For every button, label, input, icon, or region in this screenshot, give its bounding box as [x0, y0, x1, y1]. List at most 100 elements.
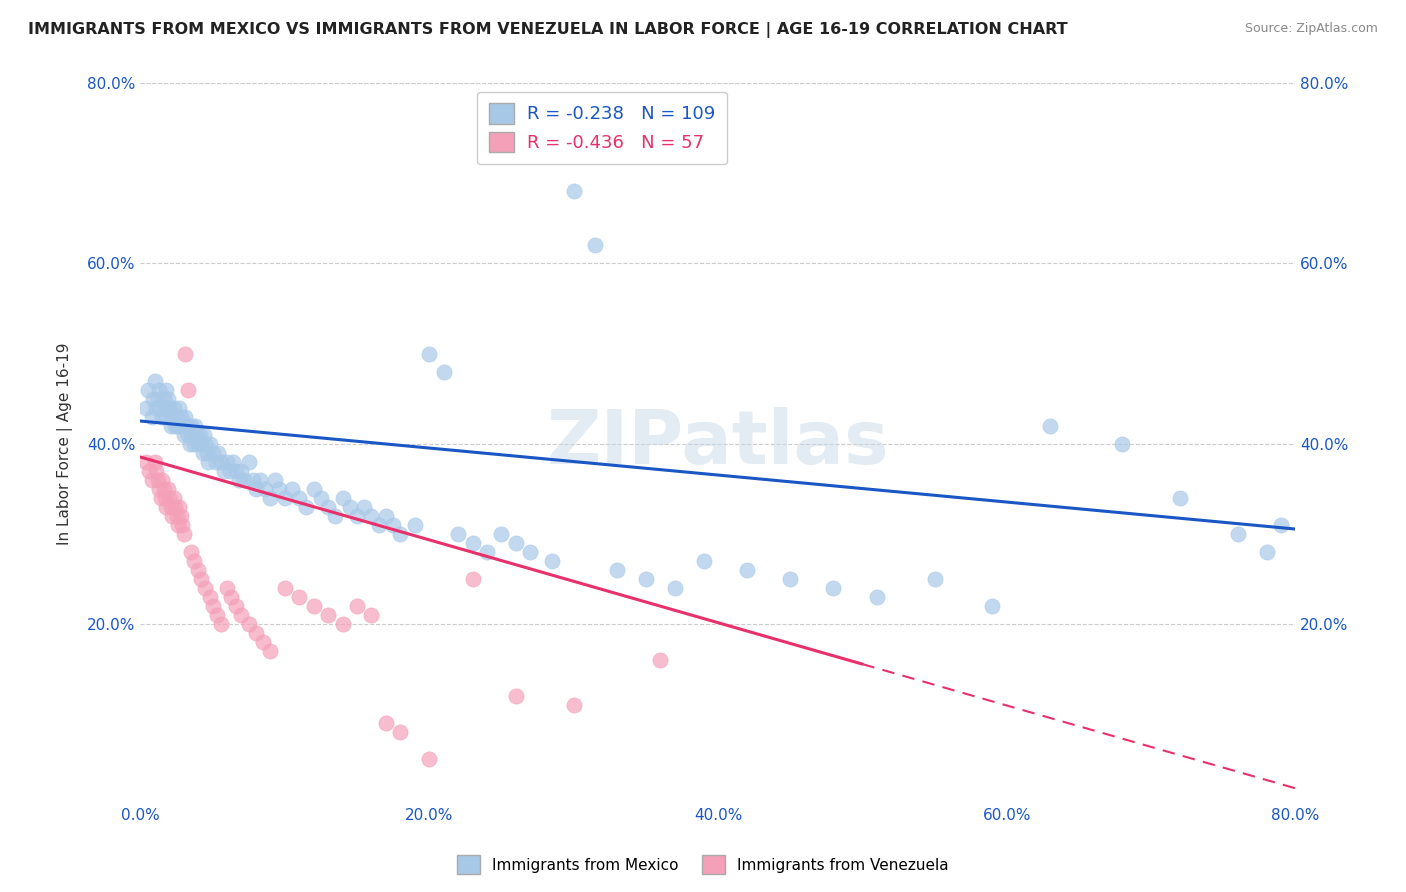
Point [374, 715, 396, 730]
Point [159, 500, 181, 514]
Point [231, 607, 253, 622]
Point [186, 427, 208, 442]
Point [184, 418, 207, 433]
Point [160, 508, 183, 523]
Point [281, 482, 304, 496]
Point [166, 409, 188, 424]
Point [141, 409, 163, 424]
Point [181, 427, 204, 442]
Point [228, 473, 250, 487]
Point [1168, 491, 1191, 505]
Point [198, 590, 221, 604]
Point [145, 401, 167, 415]
Point [981, 599, 1004, 613]
Point [174, 409, 197, 424]
Point [664, 581, 686, 595]
Point [360, 607, 382, 622]
Point [215, 581, 238, 595]
Text: IMMIGRANTS FROM MEXICO VS IMMIGRANTS FROM VENEZUELA IN LABOR FORCE | AGE 16-19 C: IMMIGRANTS FROM MEXICO VS IMMIGRANTS FRO… [28, 22, 1067, 38]
Point [152, 392, 174, 406]
Point [153, 401, 176, 415]
Point [201, 445, 224, 459]
Point [692, 553, 714, 567]
Point [150, 409, 173, 424]
Point [187, 436, 209, 450]
Point [152, 482, 174, 496]
Point [201, 599, 224, 613]
Point [155, 500, 177, 514]
Point [238, 454, 260, 468]
Point [779, 572, 801, 586]
Point [295, 500, 318, 514]
Point [360, 508, 382, 523]
Point [170, 508, 193, 523]
Point [259, 643, 281, 657]
Point [148, 383, 170, 397]
Point [197, 454, 219, 468]
Point [249, 473, 271, 487]
Point [157, 401, 180, 415]
Point [404, 517, 426, 532]
Point [148, 401, 170, 415]
Point [353, 500, 375, 514]
Point [193, 427, 215, 442]
Point [146, 392, 169, 406]
Point [339, 500, 361, 514]
Point [221, 590, 243, 604]
Point [180, 418, 202, 433]
Point [159, 418, 181, 433]
Point [135, 401, 157, 415]
Point [252, 634, 274, 648]
Point [233, 473, 256, 487]
Point [183, 436, 205, 450]
Point [172, 517, 194, 532]
Point [562, 185, 585, 199]
Point [562, 698, 585, 712]
Point [332, 616, 354, 631]
Point [461, 535, 484, 549]
Point [823, 581, 845, 595]
Point [263, 473, 285, 487]
Point [209, 454, 232, 468]
Point [166, 508, 188, 523]
Point [173, 427, 195, 442]
Point [332, 491, 354, 505]
Point [205, 607, 228, 622]
Point [145, 464, 167, 478]
Point [143, 454, 166, 468]
Point [167, 418, 190, 433]
Point [238, 616, 260, 631]
Point [225, 464, 247, 478]
Point [209, 616, 232, 631]
Point [316, 500, 339, 514]
Point [309, 491, 332, 505]
Point [149, 491, 172, 505]
Point [169, 500, 191, 514]
Point [924, 572, 946, 586]
Point [143, 374, 166, 388]
Point [418, 346, 440, 360]
Point [461, 572, 484, 586]
Point [190, 436, 212, 450]
Point [288, 491, 311, 505]
Point [1256, 544, 1278, 558]
Point [325, 508, 347, 523]
Point [167, 517, 190, 532]
Point [267, 482, 290, 496]
Point [215, 454, 238, 468]
Point [174, 346, 197, 360]
Point [222, 454, 245, 468]
Text: Source: ZipAtlas.com: Source: ZipAtlas.com [1244, 22, 1378, 36]
Point [180, 544, 202, 558]
Point [242, 473, 264, 487]
Legend: R = -0.238   N = 109, R = -0.436   N = 57: R = -0.238 N = 109, R = -0.436 N = 57 [478, 92, 727, 164]
Point [162, 401, 184, 415]
Point [156, 392, 179, 406]
Point [389, 526, 412, 541]
Point [187, 563, 209, 577]
Point [418, 751, 440, 765]
Point [172, 418, 194, 433]
Point [288, 590, 311, 604]
Point [389, 724, 412, 739]
Point [165, 418, 187, 433]
